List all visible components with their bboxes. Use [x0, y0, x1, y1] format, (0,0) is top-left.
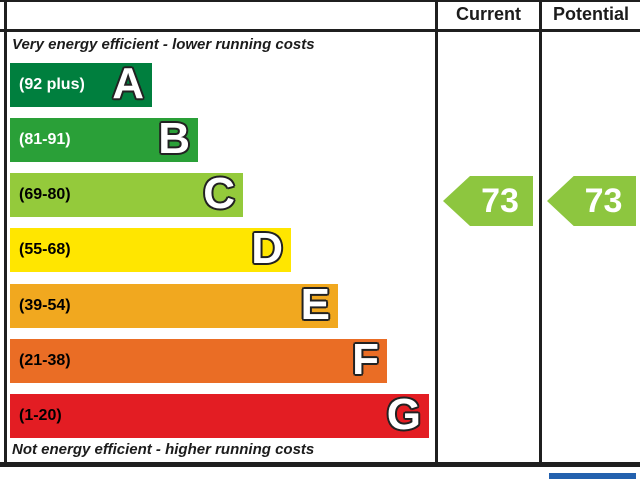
band-range-label: (21-38) [19, 352, 71, 369]
current-column-divider [435, 0, 438, 467]
potential-rating-value: 73 [584, 181, 623, 220]
potential-column-divider [539, 0, 542, 467]
current-rating-arrow: 73 [443, 176, 533, 226]
potential-column-header: Potential [552, 4, 629, 24]
band-letter: G [386, 390, 421, 440]
band-letter: C [203, 169, 235, 219]
band-range-label: (55-68) [19, 241, 71, 258]
band-range-label: (81-91) [19, 131, 71, 148]
band-range-label: (69-80) [19, 186, 71, 203]
bottom-caption: Not energy efficient - higher running co… [12, 441, 315, 458]
rating-band: (55-68) D [10, 224, 291, 274]
band-letter: F [352, 335, 379, 385]
band-letter: B [158, 114, 190, 164]
rating-band: (1-20) G [10, 390, 429, 440]
table-bottom-border [0, 462, 640, 467]
rating-band: (69-80) C [10, 169, 243, 219]
current-rating-value: 73 [481, 181, 519, 220]
band-range-label: (1-20) [19, 407, 62, 424]
header-separator-line [0, 29, 640, 32]
rating-band: (39-54) E [10, 280, 338, 330]
band-range-label: (39-54) [19, 297, 71, 314]
rating-band: (81-91) B [10, 114, 198, 164]
band-letter: E [300, 280, 330, 330]
partial-bottom-element [549, 473, 636, 479]
rating-band: (92 plus) A [10, 59, 152, 109]
potential-rating-arrow: 73 [547, 176, 636, 226]
table-top-border [0, 0, 640, 2]
band-letter: A [112, 59, 144, 109]
band-letter: D [251, 224, 283, 274]
rating-band: (21-38) F [10, 335, 387, 385]
table-left-border [4, 0, 7, 467]
band-range-label: (92 plus) [19, 76, 85, 93]
top-caption: Very energy efficient - lower running co… [12, 36, 315, 53]
current-column-header: Current [455, 4, 521, 24]
